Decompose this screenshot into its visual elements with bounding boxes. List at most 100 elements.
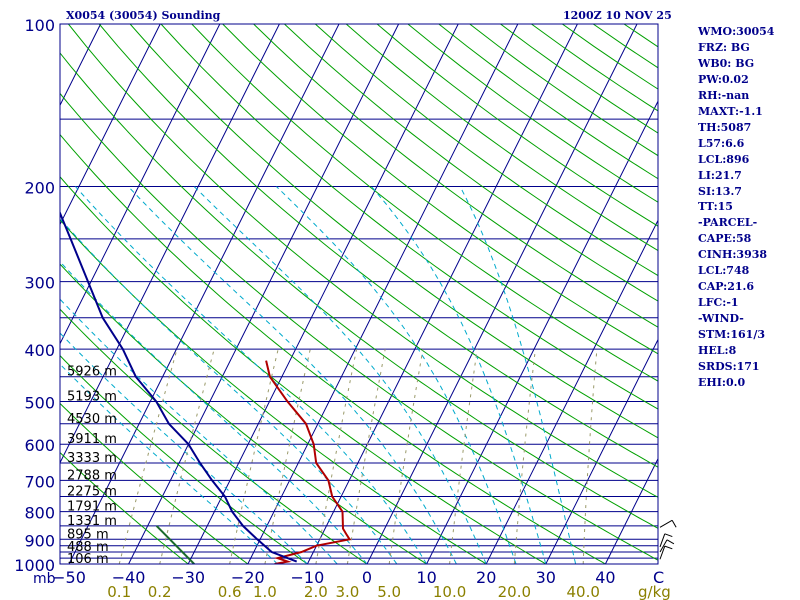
- mixing-ratio-label: 10.0: [433, 583, 466, 600]
- parcel-path: [155, 525, 195, 564]
- sounding-parameter: SRDS:171: [698, 360, 760, 374]
- mixing-ratio-line: [159, 348, 215, 564]
- isotherm-line: [306, 24, 578, 564]
- temperature-tick-label: 20: [476, 568, 496, 587]
- sounding-parameter: WMO:30054: [698, 25, 775, 38]
- mixing-ratio-line: [315, 348, 358, 564]
- mixing-ratio-label: 2.0: [304, 583, 328, 600]
- dry-adiabat: [60, 92, 658, 561]
- temperature-tick-label: −40: [112, 568, 146, 587]
- dry-adiabat: [160, 24, 658, 410]
- height-label: 4530 m: [67, 412, 117, 427]
- dry-adiabat: [314, 24, 658, 277]
- sounding-parameter: LCL:896: [698, 152, 750, 166]
- wind-barb-flag: [664, 533, 673, 538]
- sounding-parameter: TT:15: [698, 200, 733, 214]
- temperature-tick-label: 0: [362, 568, 372, 587]
- moist-adiabat: [371, 186, 547, 564]
- mixing-ratio-label: 5.0: [377, 583, 401, 600]
- isotherm-line: [366, 24, 638, 564]
- mixing-ratio-line: [582, 349, 598, 564]
- isotherm-line: [247, 24, 519, 564]
- isotherm-line: [545, 338, 658, 564]
- mixing-ratio-label: 0.1: [107, 583, 131, 600]
- wind-barb-staff: [659, 533, 666, 548]
- pressure-tick-label: 100: [24, 16, 55, 35]
- pressure-tick-label: 800: [24, 504, 55, 523]
- dry-adiabat: [68, 24, 658, 498]
- pressure-tick-label: 200: [24, 179, 55, 198]
- dry-adiabat: [60, 52, 658, 529]
- mixing-ratio-line: [229, 348, 279, 564]
- dry-adiabat: [253, 24, 658, 328]
- sounding-parameter: MAXT:-1.1: [698, 104, 763, 118]
- sounding-parameter: STM:161/3: [698, 328, 765, 342]
- plot-frame: [59, 23, 659, 565]
- dry-adiabat: [60, 263, 427, 564]
- isotherm-line: [128, 24, 400, 564]
- sounding-parameter: -PARCEL-: [698, 216, 758, 230]
- dry-adiabat: [129, 24, 658, 439]
- sounding-parameter: SI:13.7: [698, 184, 742, 198]
- height-label: 5193 m: [67, 389, 117, 404]
- pressure-tick-label: 900: [24, 531, 55, 550]
- dry-adiabat: [222, 24, 658, 355]
- sounding-parameter: LFC:-1: [698, 296, 739, 310]
- temperature-tick-label: −20: [231, 568, 265, 587]
- isotherm-line: [60, 24, 161, 226]
- dry-adiabat: [60, 133, 606, 564]
- temperature-tick-label: −30: [171, 568, 205, 587]
- dry-adiabat: [60, 308, 368, 564]
- mixing-ratio-label: 3.0: [335, 583, 359, 600]
- moist-adiabat: [75, 186, 428, 564]
- moist-adiabat: [60, 217, 398, 564]
- wind-barb-staff: [659, 519, 673, 528]
- mixing-ratio-label: 0.2: [148, 583, 172, 600]
- sounding-parameter: L57:6.6: [698, 136, 745, 150]
- mixing-ratio-label: 1.0: [253, 583, 277, 600]
- height-label: 2275 m: [67, 485, 117, 500]
- pressure-tick-label: 600: [24, 436, 55, 455]
- wind-barb-staff: [659, 539, 668, 553]
- pressure-tick-label: 700: [24, 472, 55, 491]
- dry-adiabat: [60, 176, 547, 564]
- isotherm-line: [60, 24, 221, 345]
- dry-adiabat: [60, 402, 249, 564]
- height-label: 106 m: [67, 552, 109, 567]
- mixing-ratio-line: [346, 349, 386, 564]
- isotherm-line: [187, 24, 459, 564]
- height-label: 1791 m: [67, 500, 117, 515]
- mixing-ratio-label: 40.0: [567, 583, 600, 600]
- dry-adiabat: [60, 451, 189, 564]
- sounding-parameter: WB0: BG: [698, 56, 755, 70]
- sounding-parameters: WMO:30054 FRZ: BG WB0: BG PW:0.02 RH:-nan MAX…: [698, 24, 774, 391]
- sounding-parameter: CINH:3938: [698, 248, 768, 262]
- moist-adiabat: [60, 298, 338, 564]
- isotherm-line: [604, 457, 658, 564]
- temperature-tick-label: 30: [536, 568, 556, 587]
- sounding-parameter: CAP:21.6: [698, 280, 755, 294]
- sounding-parameter: HEL:8: [698, 344, 737, 358]
- temperature-unit-label: C: [653, 568, 664, 587]
- height-label: 1331 m: [67, 514, 117, 529]
- wind-barb-staff: [659, 545, 666, 560]
- moist-adiabat: [276, 186, 517, 564]
- moist-adiabat: [60, 260, 368, 564]
- sounding-parameter: LCL:748: [698, 264, 750, 278]
- sounding-parameter: LI:21.7: [698, 168, 742, 182]
- height-label: 2788 m: [67, 468, 117, 483]
- temperature-line: [265, 360, 352, 564]
- mixing-ratio-line: [388, 349, 424, 564]
- height-label: 5926 m: [67, 365, 117, 380]
- sounding-parameter: FRZ: BG: [698, 40, 750, 54]
- mixing-ratio-line: [449, 349, 478, 564]
- sounding-parameter: EHI:0.0: [698, 375, 746, 389]
- dry-adiabat: [191, 24, 658, 382]
- temperature-tick-label: −10: [291, 568, 325, 587]
- pressure-tick-label: 300: [24, 274, 55, 293]
- moist-adiabat: [127, 186, 457, 564]
- dewpoint-line: [60, 210, 298, 563]
- height-label: 3911 m: [67, 432, 117, 447]
- isotherm-line: [485, 219, 658, 564]
